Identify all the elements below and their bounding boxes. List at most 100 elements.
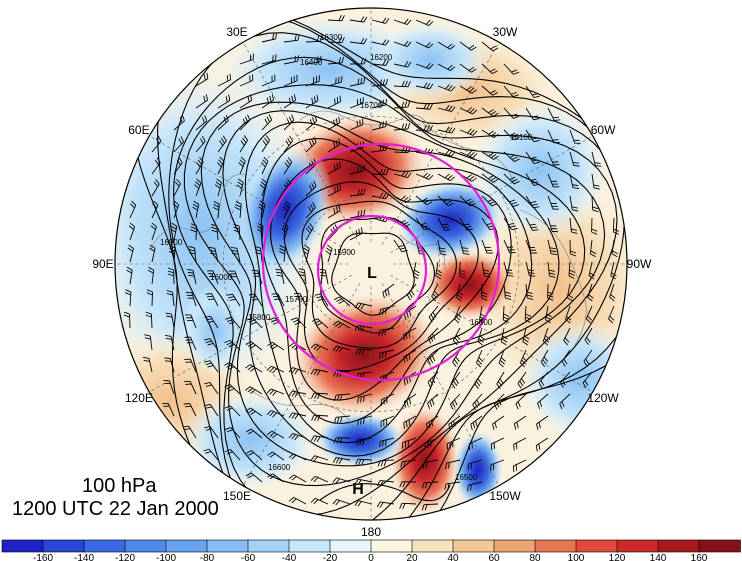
wind-barb-flag (540, 380, 545, 386)
wind-barb-flag (188, 274, 195, 277)
wind-barb-flag (267, 451, 273, 456)
wind-barb-flag (338, 347, 343, 353)
wind-barb-staff (437, 151, 452, 157)
outer-latitude-circle (261, 142, 501, 382)
wind-barb-flag (363, 165, 366, 172)
wind-barb-staff (250, 428, 263, 439)
wind-barb-staff (229, 339, 241, 351)
wind-barb-flag (275, 54, 277, 61)
wind-barb-staff (559, 393, 571, 404)
wind-barb-flag (507, 275, 514, 277)
wind-barb-flag (233, 226, 240, 230)
wind-barb-staff (250, 341, 263, 351)
wind-barb-flag (469, 129, 475, 135)
wind-barb-flag (333, 141, 336, 148)
wind-barb-staff (379, 459, 395, 462)
wind-barb-flag (465, 198, 472, 203)
caption-time: 1200 UTC 22 Jan 2000 (12, 498, 219, 520)
wind-barb-staff (283, 80, 298, 87)
wind-barb-flag (471, 68, 477, 73)
wind-barb-flag (218, 159, 224, 165)
wind-barb-flag (405, 355, 408, 362)
wind-barb-flag (259, 184, 265, 189)
wind-barb-staff (452, 327, 461, 341)
wind-barb-flag (570, 253, 577, 257)
wind-barb-flag (225, 114, 229, 121)
wind-barb-flag (338, 116, 341, 123)
wind-barb-flag (385, 144, 388, 151)
wind-barb-flag (258, 206, 264, 211)
colorbar-tick-label: -120 (115, 553, 135, 561)
inner-latitude-circle (316, 214, 428, 326)
wind-barb-staff (358, 324, 373, 329)
height-contour (331, 232, 415, 316)
wind-barb-flag (155, 179, 160, 185)
wind-barb-flag (545, 335, 551, 340)
wind-barb-flag (526, 291, 533, 295)
wind-barb-flag (561, 401, 565, 408)
wind-barb-flag (540, 361, 546, 368)
wind-barb-flag (226, 451, 233, 455)
wind-barb-flag (404, 80, 408, 87)
wind-barb-flag (548, 269, 555, 272)
wind-barb-flag (310, 475, 316, 481)
wind-barb-staff (459, 107, 473, 115)
wind-barb-flag (180, 136, 185, 143)
wind-barb-staff (428, 305, 439, 318)
colorbar-swatch (698, 539, 741, 553)
wind-barb-staff (315, 497, 329, 505)
wind-barb-flag (428, 63, 434, 70)
wind-barb-flag (447, 175, 453, 180)
wind-barb-staff (569, 151, 575, 166)
wind-barb-flag (425, 19, 431, 25)
wind-barb-flag (153, 181, 159, 187)
wind-barb-flag (455, 356, 460, 362)
wind-barb-flag (434, 290, 439, 296)
wind-barb-flag (363, 417, 365, 424)
wind-barb-flag (509, 154, 516, 158)
wind-barb-flag (355, 230, 358, 237)
wind-barb-flag (520, 362, 525, 368)
wind-barb-flag (466, 86, 472, 91)
wind-barb-flag (466, 228, 474, 231)
wind-barb-flag (466, 150, 472, 156)
wind-barb-flag (336, 394, 340, 401)
wind-barb-flag (513, 180, 520, 185)
wind-barb-flag (169, 251, 175, 255)
wind-barb-flag (311, 97, 314, 104)
wind-barb-staff (415, 107, 430, 110)
wind-barb-flag (189, 249, 196, 252)
wind-barb-flag (235, 207, 241, 211)
wind-barb-staff (217, 100, 231, 109)
wind-barb-staff (472, 393, 483, 405)
wind-barb-flag (487, 198, 494, 203)
wind-barb-flag (610, 275, 616, 280)
wind-barb-staff (283, 119, 295, 131)
wind-barb-staff (371, 126, 386, 131)
wind-barb-flag (423, 103, 427, 109)
wind-barb-staff (327, 189, 341, 197)
wind-barb-flag (294, 435, 299, 441)
wind-barb-flag (493, 155, 499, 160)
wind-barb-flag (360, 418, 362, 425)
wind-barb-flag (403, 196, 409, 202)
wind-barb-flag (224, 383, 231, 388)
wind-barb-flag (431, 333, 436, 340)
wind-barb-flag (336, 437, 340, 444)
wind-barb-flag (445, 463, 447, 470)
wind-barb-flag (291, 434, 296, 440)
wind-barb-staff (393, 151, 409, 154)
lon-label: 30W (493, 25, 518, 39)
wind-barb-flag (443, 198, 450, 202)
wind-barb-flag (511, 69, 518, 73)
wind-barb-staff (412, 261, 417, 276)
wind-barb-staff (151, 226, 157, 241)
wind-barb-staff (349, 102, 364, 109)
wind-barb-flag (584, 380, 589, 386)
contour-label: 15700 (285, 295, 308, 304)
wind-barb-flag (590, 253, 596, 258)
wind-barb-flag (167, 270, 174, 274)
wind-barb-staff (191, 292, 197, 307)
wind-barb-flag (178, 157, 183, 163)
wind-barb-flag (407, 61, 412, 68)
